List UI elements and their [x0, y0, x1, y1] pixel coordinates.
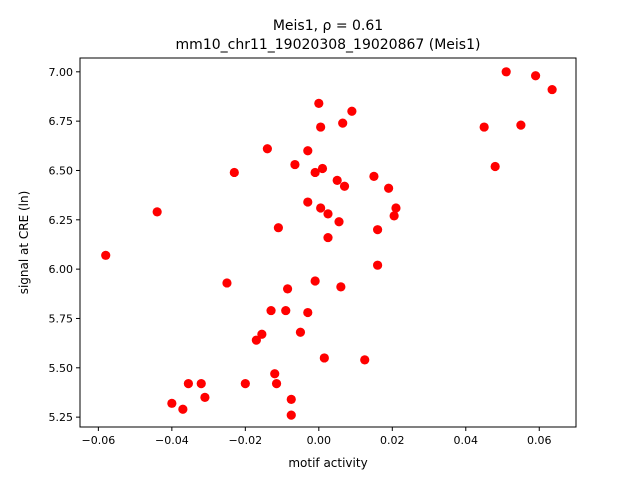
data-point — [336, 282, 346, 292]
data-point — [286, 410, 296, 420]
data-point — [347, 106, 357, 116]
y-tick-label: 7.00 — [49, 66, 74, 79]
data-point — [273, 223, 283, 233]
y-tick-label: 6.25 — [49, 214, 74, 227]
y-tick-label: 6.75 — [49, 115, 74, 128]
data-point — [183, 378, 193, 389]
x-axis: −0.06 −0.04 −0.02 0.00 0.02 0.04 0.06 — [82, 427, 552, 447]
data-point — [338, 118, 348, 128]
data-point — [270, 369, 280, 379]
data-point — [479, 122, 489, 132]
data-point — [317, 163, 328, 174]
data-point — [310, 276, 320, 286]
data-point — [314, 98, 324, 108]
data-point — [501, 67, 511, 77]
data-point — [290, 159, 300, 170]
x-axis-label: motif activity — [288, 456, 367, 470]
data-point — [286, 394, 296, 404]
data-point — [516, 120, 526, 130]
data-point — [222, 278, 232, 288]
data-point — [101, 250, 111, 260]
data-point — [251, 335, 261, 345]
data-point — [319, 353, 329, 363]
data-point — [389, 211, 399, 221]
data-point — [271, 378, 282, 389]
y-tick-label: 5.75 — [49, 312, 74, 325]
chart-title: Meis1, ρ = 0.61 — [273, 18, 383, 34]
data-point — [323, 232, 333, 243]
data-point — [339, 181, 350, 191]
data-point — [152, 207, 162, 217]
data-point — [323, 209, 333, 219]
data-point — [547, 84, 557, 95]
data-point — [262, 144, 272, 154]
y-tick-label: 5.25 — [49, 411, 74, 424]
data-point — [282, 284, 293, 294]
x-tick-label: 0.02 — [380, 434, 405, 447]
plot-frame — [79, 57, 577, 428]
x-tick-label: −0.04 — [155, 434, 189, 447]
data-point — [200, 392, 210, 402]
data-point — [391, 203, 401, 213]
y-axis: 5.25 5.50 5.75 6.00 6.25 6.50 6.75 7.00 — [49, 66, 80, 424]
data-point — [295, 327, 306, 337]
data-point — [178, 404, 188, 414]
data-point — [373, 225, 383, 235]
data-point — [196, 378, 206, 389]
data-point — [167, 398, 177, 408]
y-tick-label: 6.00 — [49, 263, 74, 276]
chart-subtitle: mm10_chr11_19020308_19020867 (Meis1) — [176, 37, 481, 53]
data-point — [257, 329, 267, 339]
data-point — [369, 171, 379, 181]
data-point — [266, 305, 276, 316]
data-point — [373, 260, 383, 270]
x-tick-label: −0.06 — [82, 434, 116, 447]
data-point — [240, 378, 250, 389]
data-point — [530, 71, 541, 81]
data-point — [310, 167, 320, 178]
y-axis-label: signal at CRE (ln) — [17, 191, 31, 295]
data-point — [332, 175, 342, 185]
data-point — [316, 122, 326, 132]
data-point — [490, 161, 500, 172]
data-point — [316, 203, 326, 213]
data-point — [229, 167, 239, 178]
data-point — [360, 355, 370, 365]
x-tick-label: −0.02 — [228, 434, 262, 447]
x-tick-label: 0.04 — [454, 434, 479, 447]
data-points — [101, 67, 557, 420]
y-tick-label: 5.50 — [49, 362, 74, 375]
x-tick-label: 0.06 — [527, 434, 552, 447]
data-point — [384, 183, 394, 193]
data-point — [303, 197, 313, 207]
y-tick-label: 6.50 — [49, 164, 74, 177]
data-point — [303, 307, 313, 318]
data-point — [334, 217, 344, 227]
x-tick-label: 0.00 — [307, 434, 332, 447]
data-point — [281, 305, 291, 316]
data-point — [303, 146, 313, 156]
